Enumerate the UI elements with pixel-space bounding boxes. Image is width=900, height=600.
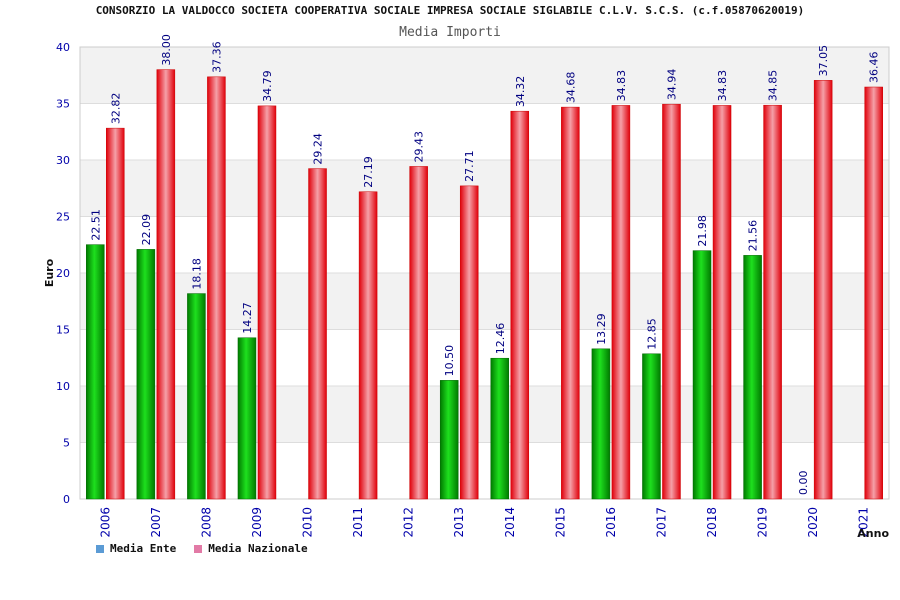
data-label: 29.24	[312, 133, 325, 165]
data-label: 21.56	[747, 220, 760, 252]
x-tick-label: 2008	[199, 507, 213, 538]
bar-media-ente	[237, 337, 257, 500]
legend: Media Ente Media Nazionale	[96, 542, 308, 555]
y-tick-label: 15	[56, 324, 70, 337]
bar-media-nazionale	[106, 127, 125, 500]
data-label: 27.71	[463, 150, 476, 182]
data-label: 27.19	[362, 156, 375, 188]
data-label: 12.85	[645, 318, 658, 350]
data-label: 10.50	[443, 345, 456, 377]
y-tick-label: 10	[56, 380, 70, 393]
x-tick-label: 2021	[857, 507, 871, 538]
bar-media-ente	[642, 353, 661, 500]
bar-media-nazionale	[308, 168, 327, 500]
bars-group	[86, 69, 883, 500]
data-label: 32.82	[109, 93, 122, 125]
x-axis-label: Anno	[857, 527, 889, 540]
data-label: 34.79	[261, 70, 274, 102]
legend-label-ente: Media Ente	[110, 542, 177, 555]
x-tick-label: 2019	[756, 507, 770, 538]
legend-label-nazionale: Media Nazionale	[208, 542, 308, 555]
bar-media-ente	[86, 244, 105, 500]
bar-media-nazionale	[358, 191, 378, 500]
legend-item-ente: Media Ente	[96, 542, 176, 555]
legend-swatch-ente	[96, 544, 104, 553]
chart-title: CONSORZIO LA VALDOCCO SOCIETA COOPERATIV…	[95, 4, 805, 17]
data-label: 36.46	[868, 52, 881, 84]
data-labels: 22.51 32.82 22.09 38.00 18.18 37.36 14.27 34.79…	[89, 34, 880, 495]
data-label: 0.00	[797, 471, 810, 496]
x-tick-label: 2016	[604, 507, 618, 538]
x-tick-label: 2017	[654, 507, 668, 538]
data-label: 29.43	[413, 131, 426, 163]
x-tick-label: 2020	[806, 507, 820, 538]
bar-media-ente	[439, 380, 459, 500]
data-label: 38.00	[160, 34, 173, 66]
bar-media-ente	[187, 293, 206, 500]
data-label: 34.85	[767, 70, 780, 102]
x-tick-label: 2015	[553, 507, 567, 538]
y-tick-label: 5	[63, 437, 70, 450]
x-tick-label: 2009	[250, 507, 264, 538]
bar-media-nazionale	[611, 105, 631, 500]
y-tick-label: 35	[56, 98, 70, 111]
bar-media-ente	[743, 255, 762, 500]
bar-media-nazionale	[813, 80, 833, 500]
bar-media-nazionale	[510, 110, 530, 500]
data-label: 18.18	[190, 258, 203, 290]
data-label: 34.94	[665, 69, 678, 101]
data-label: 13.29	[595, 313, 608, 345]
x-tick-label: 2010	[301, 507, 315, 538]
data-label: 34.32	[514, 76, 527, 108]
x-tick-label: 2007	[149, 507, 163, 538]
bar-media-nazionale	[156, 69, 176, 500]
bar-media-ente	[692, 250, 712, 500]
data-label: 37.05	[817, 45, 830, 77]
x-tick-label: 2011	[351, 507, 365, 538]
bar-media-ente	[136, 249, 156, 500]
bar-media-nazionale	[763, 104, 782, 500]
y-tick-label: 25	[56, 211, 70, 224]
data-label: 22.51	[89, 209, 102, 241]
data-label: 14.27	[241, 302, 254, 334]
x-tick-label: 2006	[98, 507, 112, 538]
x-tick-label: 2013	[452, 507, 466, 538]
y-tick-label: 0	[63, 493, 70, 506]
plot-frame	[79, 46, 890, 500]
legend-item-nazionale: Media Nazionale	[194, 542, 308, 555]
legend-swatch-nazionale	[194, 544, 203, 553]
chart-subtitle: Media Importi	[399, 25, 501, 40]
data-label: 34.68	[564, 72, 577, 104]
data-label: 34.83	[716, 70, 729, 102]
bar-media-nazionale	[207, 76, 226, 500]
bar-media-nazionale	[409, 166, 428, 500]
bar-media-nazionale	[257, 105, 277, 500]
data-label: 12.46	[494, 323, 507, 355]
x-tick-label: 2012	[402, 507, 416, 538]
bar-media-nazionale	[712, 105, 732, 500]
data-label: 21.98	[696, 215, 709, 247]
bar-media-nazionale	[662, 103, 681, 500]
y-tick-label: 30	[56, 154, 70, 167]
data-label: 34.83	[615, 70, 628, 102]
x-axis: 2006 2007 2008 2009 2010 2011 2012 2013 2014 2015…	[98, 507, 889, 540]
y-tick-label: 40	[56, 41, 70, 54]
bar-media-ente	[591, 348, 611, 500]
x-tick-label: 2018	[705, 507, 719, 538]
data-label: 37.36	[210, 41, 223, 73]
x-tick-label: 2014	[503, 507, 517, 538]
bar-media-nazionale	[459, 185, 479, 500]
bar-media-nazionale	[864, 86, 883, 500]
bar-media-ente	[490, 357, 510, 500]
data-label: 22.09	[140, 214, 153, 246]
y-axis-label: Euro	[43, 258, 56, 287]
bar-media-nazionale	[561, 106, 580, 500]
y-tick-label: 20	[56, 267, 70, 280]
y-axis: 0 5 10 15 20 25 30 35 40 Euro	[43, 41, 70, 506]
